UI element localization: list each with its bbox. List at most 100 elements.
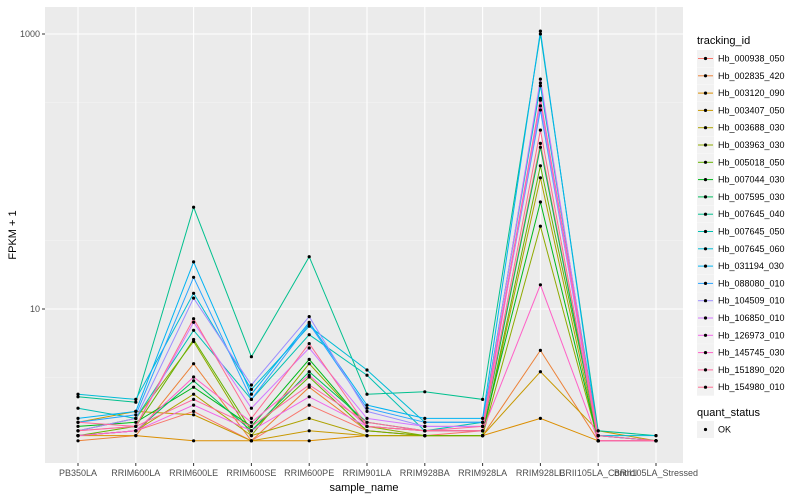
data-point [538, 128, 543, 132]
x-tick-label: RRIM928LA [458, 468, 507, 478]
data-point [192, 260, 196, 264]
legend-key-point [703, 126, 708, 130]
data-point [538, 176, 543, 180]
legend-item: Hb_007645_050 [697, 223, 785, 240]
legend-item: Hb_003407_050 [697, 101, 785, 119]
x-tick-label: PB350LA [59, 468, 97, 478]
data-points [76, 29, 658, 443]
x-axis-title: sample_name [329, 482, 398, 494]
legend-item: Hb_126973_010 [697, 326, 785, 344]
y-axis-title: FPKM + 1 [7, 210, 19, 259]
data-point [538, 370, 543, 374]
data-point [596, 429, 600, 433]
data-point [365, 429, 369, 433]
data-point [134, 409, 138, 413]
data-point [481, 420, 485, 424]
data-point [307, 370, 311, 374]
data-point [76, 416, 80, 420]
data-point [307, 357, 311, 361]
legend2-label: OK [718, 425, 731, 435]
data-point [192, 392, 196, 396]
data-point [134, 420, 138, 424]
data-point [134, 429, 138, 433]
data-point [423, 434, 427, 438]
legend-item: Hb_145745_030 [697, 344, 785, 362]
data-point [134, 424, 138, 428]
data-point [249, 387, 253, 391]
data-point [538, 32, 543, 36]
data-point [596, 439, 600, 443]
data-point [538, 164, 543, 168]
data-point [307, 385, 311, 389]
legend-title: tracking_id [697, 35, 750, 47]
x-tick-label: BRII105LA_Stressed [614, 468, 698, 478]
data-point [481, 429, 485, 433]
legend: tracking_id Hb_000938_050 Hb_002835_420 Hb… [697, 35, 785, 438]
legend-key-point [703, 212, 708, 216]
data-point [192, 291, 196, 295]
data-point [538, 96, 543, 100]
data-point [538, 77, 543, 81]
data-point [307, 342, 311, 346]
data-point [249, 397, 253, 401]
legend-key-point [703, 281, 708, 285]
data-point [192, 296, 196, 300]
data-point [596, 434, 600, 438]
data-point [423, 390, 427, 394]
legend-label: Hb_154980_010 [718, 382, 785, 392]
data-point [249, 355, 253, 359]
data-point [307, 439, 311, 443]
legend-key-point [703, 351, 708, 355]
data-point [192, 320, 196, 324]
data-point [192, 413, 196, 417]
legend-key-point [703, 160, 708, 164]
data-point [76, 429, 80, 433]
data-point [365, 420, 369, 424]
data-point [192, 403, 196, 407]
legend-label: Hb_007645_040 [718, 209, 785, 219]
legend-item: Hb_007645_060 [697, 240, 785, 258]
data-point [423, 416, 427, 420]
data-point [249, 383, 253, 387]
legend-item: Hb_007044_030 [697, 171, 785, 189]
legend-key-point [703, 264, 708, 268]
x-tick-label: BRII105LA_Control [559, 468, 637, 478]
data-point [134, 434, 138, 438]
data-point [423, 429, 427, 433]
legend-item: Hb_003688_030 [697, 119, 785, 137]
data-point [192, 205, 196, 209]
legend-item: Hb_088080_010 [697, 274, 785, 292]
data-point [249, 416, 253, 420]
legend-label: Hb_151890_020 [718, 365, 785, 375]
legend-item: Hb_151890_020 [697, 361, 785, 379]
data-point [134, 416, 138, 420]
data-point [192, 317, 196, 321]
data-point [481, 434, 485, 438]
data-point [307, 315, 311, 319]
data-point [307, 346, 311, 350]
legend-key-point [703, 368, 708, 372]
data-point [423, 424, 427, 428]
legend-item: Hb_007645_040 [697, 205, 785, 223]
data-point [423, 420, 427, 424]
data-point [538, 141, 543, 145]
data-point [538, 81, 543, 85]
data-point [365, 403, 369, 407]
data-point [76, 406, 80, 410]
data-point [307, 429, 311, 433]
data-point [365, 392, 369, 396]
legend-label: Hb_007595_030 [718, 192, 785, 202]
legend-key-point [703, 74, 708, 78]
y-tick-label: 1000 [20, 29, 40, 39]
data-point [481, 397, 485, 401]
legend-item: Hb_154980_010 [697, 378, 785, 396]
legend-item: Hb_002835_420 [697, 67, 785, 85]
data-point [538, 84, 543, 88]
legend-key-point [703, 247, 708, 251]
x-tick-label: RRIM928BA [400, 468, 450, 478]
data-point [365, 368, 369, 372]
data-point [192, 439, 196, 443]
legend-item: Hb_104509_010 [697, 292, 785, 310]
data-point [249, 439, 253, 443]
